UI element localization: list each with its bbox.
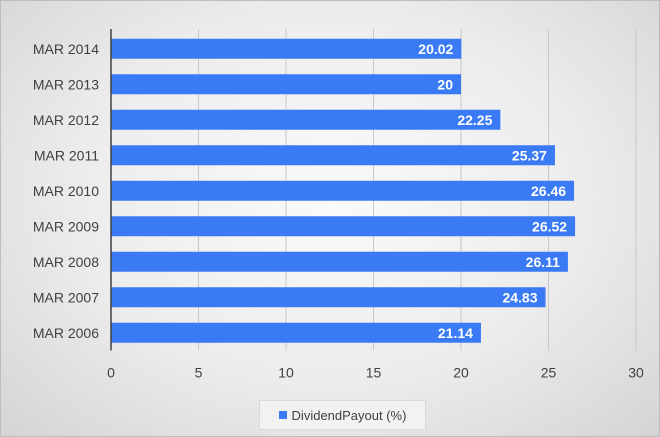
x-tick-label: 0 <box>107 365 115 381</box>
data-label: 21.14 <box>438 325 473 341</box>
bar <box>111 74 461 95</box>
x-axis-tick-labels: 0 5 10 15 20 25 30 <box>107 365 644 381</box>
category-label: MAR 2014 <box>33 41 99 57</box>
bar <box>111 322 481 343</box>
x-tick-label: 20 <box>453 365 469 381</box>
bars <box>111 38 576 343</box>
category-label: MAR 2006 <box>33 325 99 341</box>
x-tick-label: 25 <box>541 365 557 381</box>
category-label: MAR 2009 <box>33 218 99 234</box>
bar <box>111 109 501 130</box>
bar <box>111 251 568 272</box>
bar <box>111 38 462 59</box>
data-label: 20.02 <box>418 41 453 57</box>
category-label: MAR 2010 <box>33 183 99 199</box>
bar <box>111 180 575 201</box>
x-tick-label: 10 <box>278 365 294 381</box>
data-label: 24.83 <box>502 289 537 305</box>
bar <box>111 216 576 237</box>
data-label: 26.46 <box>531 183 566 199</box>
category-label: MAR 2012 <box>33 112 99 128</box>
legend-swatch <box>278 411 287 419</box>
x-tick-label: 30 <box>628 365 644 381</box>
legend: DividendPayout (%) <box>259 400 426 430</box>
legend-label: DividendPayout (%) <box>291 407 407 423</box>
category-label: MAR 2011 <box>34 147 99 163</box>
category-labels: MAR 2014 MAR 2013 MAR 2012 MAR 2011 MAR 2010… <box>33 41 99 341</box>
data-label: 22.25 <box>457 112 492 128</box>
data-labels: 20.02 20 22.25 25.37 26.46 26.52 26.11 24.83 21.… <box>418 41 567 341</box>
data-label: 25.37 <box>512 147 547 163</box>
bar <box>111 287 546 308</box>
data-label: 26.52 <box>532 218 567 234</box>
x-tick-label: 5 <box>195 365 203 381</box>
bar <box>111 145 555 166</box>
category-label: MAR 2007 <box>33 289 99 305</box>
category-label: MAR 2008 <box>33 254 99 270</box>
data-label: 26.11 <box>526 254 560 270</box>
data-label: 20 <box>437 76 453 92</box>
x-tick-label: 15 <box>366 365 382 381</box>
category-label: MAR 2013 <box>33 76 99 92</box>
